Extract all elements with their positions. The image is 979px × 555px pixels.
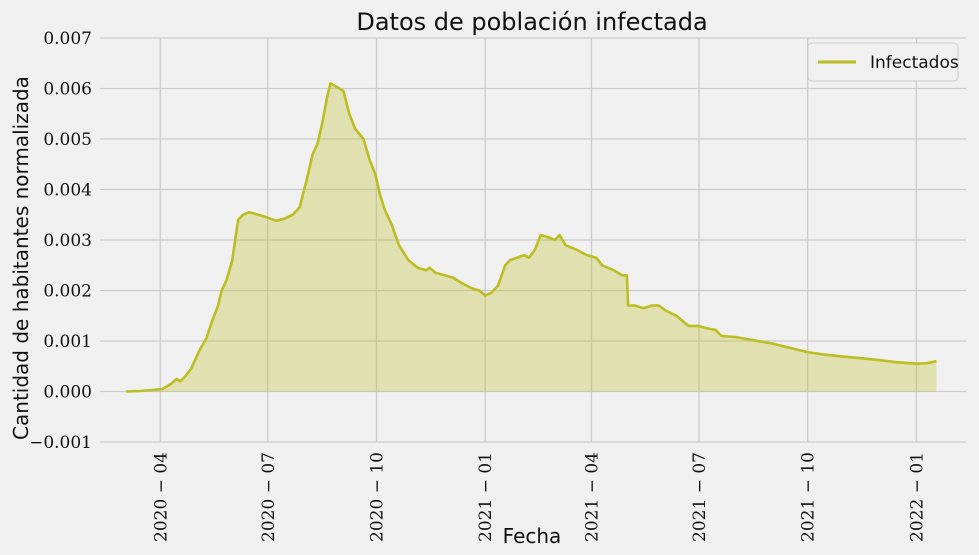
ticks: −0.001 0.000 0.001 0.002 0.003 0.004 0.005 0.00… <box>29 29 927 542</box>
x-tick-label: 2020 − 04 <box>151 452 171 542</box>
y-tick-label: 0.004 <box>43 181 92 201</box>
x-tick-label: 2021 − 01 <box>476 452 496 542</box>
y-tick-label: 0.006 <box>43 80 92 100</box>
x-tick-label: 2021 − 07 <box>690 452 710 542</box>
legend-label: Infectados <box>870 53 959 73</box>
chart-title: Datos de población infectada <box>356 8 707 36</box>
x-tick-label: 2020 − 07 <box>259 452 279 542</box>
y-tick-label: 0.002 <box>43 282 92 302</box>
x-tick-label: 2021 − 10 <box>799 452 819 542</box>
series-area <box>125 82 937 393</box>
y-tick-label: 0.003 <box>43 231 92 251</box>
x-axis-label: Fecha <box>503 524 562 548</box>
y-tick-label: 0.007 <box>43 29 92 49</box>
x-tick-label: 2022 − 01 <box>907 452 927 542</box>
y-tick-label: 0.005 <box>43 130 92 150</box>
legend-box <box>807 42 959 82</box>
series-fill <box>126 83 937 392</box>
y-tick-label: 0.000 <box>43 383 92 403</box>
y-tick-label: 0.001 <box>43 332 92 352</box>
series-line-infectados <box>125 82 937 393</box>
grid <box>100 37 966 443</box>
x-tick-label: 2020 − 10 <box>367 452 387 542</box>
legend: Infectados <box>807 42 959 82</box>
x-tick-label: 2021 − 04 <box>582 452 602 542</box>
y-tick-label: −0.001 <box>29 433 92 453</box>
y-axis-label: Cantidad de habitantes normalizada <box>9 76 33 440</box>
